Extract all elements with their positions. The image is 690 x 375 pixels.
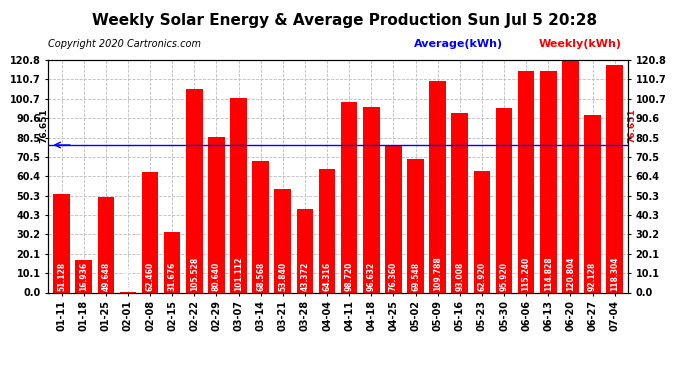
Text: Copyright 2020 Cartronics.com: Copyright 2020 Cartronics.com (48, 39, 201, 50)
Text: 93.008: 93.008 (455, 261, 464, 291)
Bar (562, 60, 579, 292)
Bar (473, 171, 490, 292)
Text: 76.651: 76.651 (39, 108, 48, 143)
Bar (230, 98, 247, 292)
Bar (495, 108, 512, 292)
Text: Weekly Solar Energy & Average Production Sun Jul 5 20:28: Weekly Solar Energy & Average Production… (92, 13, 598, 28)
Text: Weekly(kWh): Weekly(kWh) (538, 39, 621, 50)
Bar (540, 72, 557, 292)
Text: 118.304: 118.304 (610, 256, 619, 291)
Bar (607, 65, 623, 292)
Text: 92.128: 92.128 (588, 261, 597, 291)
Bar (275, 189, 291, 292)
Text: 0.096: 0.096 (124, 267, 132, 291)
Text: 76.360: 76.360 (389, 261, 398, 291)
Text: 43.372: 43.372 (300, 261, 309, 291)
Text: 98.720: 98.720 (345, 261, 354, 291)
Bar (319, 169, 335, 292)
Bar (97, 197, 114, 292)
Text: 76.651: 76.651 (628, 108, 637, 143)
Text: 80.640: 80.640 (212, 261, 221, 291)
Text: 64.316: 64.316 (322, 261, 331, 291)
Bar (385, 146, 402, 292)
Bar (208, 137, 225, 292)
Bar (253, 160, 269, 292)
Bar (186, 89, 203, 292)
Bar (451, 114, 468, 292)
Bar (75, 260, 92, 292)
Text: 101.112: 101.112 (234, 256, 243, 291)
Bar (429, 81, 446, 292)
Bar (141, 172, 159, 292)
Text: 53.840: 53.840 (278, 261, 287, 291)
Text: 31.676: 31.676 (168, 261, 177, 291)
Text: Average(kWh): Average(kWh) (414, 39, 503, 50)
Bar (407, 159, 424, 292)
Text: 16.936: 16.936 (79, 261, 88, 291)
Text: 62.920: 62.920 (477, 261, 486, 291)
Text: 49.648: 49.648 (101, 261, 110, 291)
Bar (584, 115, 601, 292)
Text: 51.128: 51.128 (57, 261, 66, 291)
Text: 95.920: 95.920 (500, 262, 509, 291)
Bar (341, 102, 357, 292)
Text: 69.548: 69.548 (411, 261, 420, 291)
Bar (518, 71, 535, 292)
Bar (53, 194, 70, 292)
Text: 115.240: 115.240 (522, 256, 531, 291)
Text: 62.460: 62.460 (146, 261, 155, 291)
Text: 105.528: 105.528 (190, 256, 199, 291)
Bar (363, 106, 380, 292)
Text: 96.632: 96.632 (367, 261, 376, 291)
Bar (164, 231, 181, 292)
Text: 120.804: 120.804 (566, 256, 575, 291)
Bar (297, 209, 313, 292)
Text: 109.788: 109.788 (433, 256, 442, 291)
Text: 114.828: 114.828 (544, 256, 553, 291)
Text: 68.568: 68.568 (256, 261, 265, 291)
